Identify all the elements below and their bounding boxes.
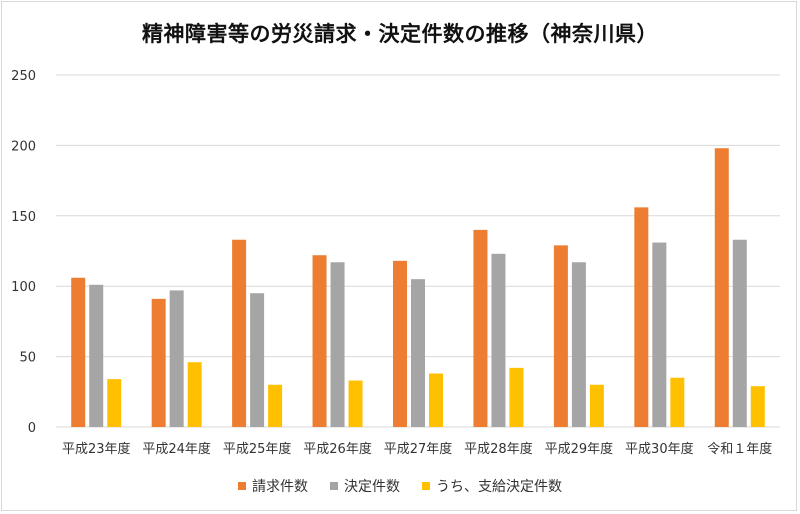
y-tick-label: 250 (11, 69, 36, 84)
legend-label-request: 請求件数 (252, 479, 308, 495)
legend-label-decision: 決定件数 (344, 479, 400, 495)
bar-request (393, 260, 407, 427)
legend-swatch-approved (422, 482, 430, 490)
x-tick-label: 平成24年度 (142, 441, 211, 457)
bar-approved (187, 362, 202, 427)
bar-decision (411, 279, 425, 427)
bar-approved (670, 377, 685, 427)
x-tick-label: 平成23年度 (62, 441, 131, 457)
x-tick-label: 平成28年度 (464, 441, 533, 457)
x-tick-label: 令和１年度 (707, 441, 772, 457)
legend-item-decision: 決定件数 (330, 476, 400, 496)
bar-decision (330, 262, 345, 427)
bar-request (232, 239, 247, 427)
legend-item-approved: うち、支給決定件数 (422, 476, 562, 496)
legend-label-approved: うち、支給決定件数 (436, 479, 562, 495)
bar-decision (250, 293, 265, 427)
chart-title: 精神障害等の労災請求・決定件数の推移（神奈川県） (142, 22, 658, 46)
legend-swatch-decision (330, 482, 338, 490)
y-tick-label: 0 (28, 421, 36, 436)
bar-approved (268, 384, 283, 427)
bar-request (312, 255, 327, 427)
legend-swatch-request (238, 482, 246, 490)
bar-decision (652, 242, 667, 427)
bar-decision (491, 253, 506, 427)
bar-request (71, 277, 86, 427)
bar-decision (169, 290, 184, 427)
bar-request (151, 298, 166, 427)
y-tick-label: 200 (11, 139, 36, 154)
x-tick-label: 平成30年度 (625, 441, 694, 457)
legend-item-request: 請求件数 (238, 476, 308, 496)
bar-request (714, 148, 729, 427)
y-tick-label: 100 (11, 280, 36, 295)
x-tick-label: 平成29年度 (545, 441, 614, 457)
bar-decision (732, 239, 747, 427)
bar-approved (107, 379, 122, 427)
bar-approved (348, 380, 363, 427)
bar-approved (429, 373, 443, 427)
x-tick-label: 平成26年度 (303, 441, 372, 457)
x-tick-label: 平成27年度 (384, 441, 453, 457)
chart-legend: 請求件数 決定件数 うち、支給決定件数 (0, 476, 800, 496)
bar-decision (89, 284, 104, 427)
bar-request (473, 229, 488, 427)
y-tick-label: 150 (11, 210, 36, 225)
bar-approved (750, 386, 765, 427)
bar-decision (571, 262, 586, 427)
y-tick-label: 50 (19, 351, 36, 366)
bar-request (553, 245, 568, 427)
bar-approved (509, 367, 524, 427)
bar-request (634, 207, 649, 427)
x-tick-label: 平成25年度 (223, 441, 292, 457)
bar-approved (589, 384, 604, 427)
